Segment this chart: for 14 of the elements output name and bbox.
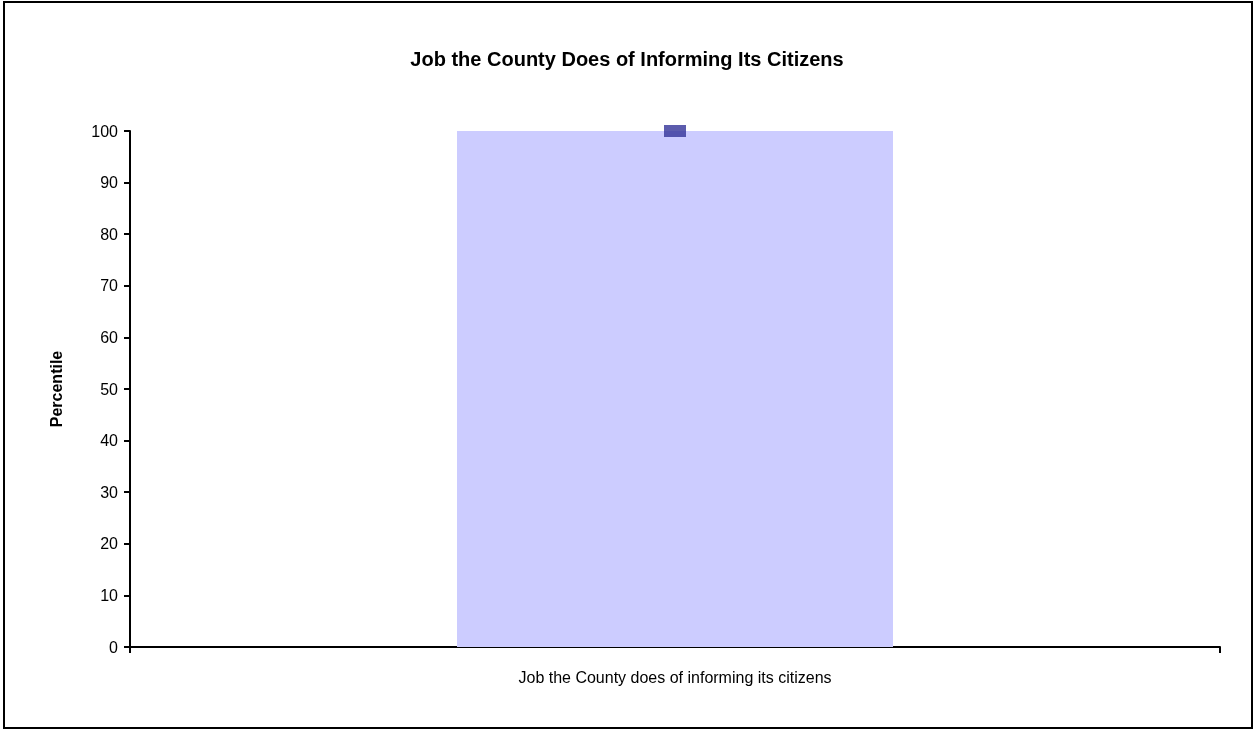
y-tick-label: 60	[100, 328, 119, 346]
y-tick-label: 80	[100, 225, 119, 243]
y-tick-label: 90	[100, 174, 119, 192]
chart-title: Job the County Does of Informing Its Citizens	[410, 48, 844, 70]
y-tick-label: 0	[109, 638, 119, 656]
x-tick-label: Job the County does of informing its citizens	[518, 668, 832, 686]
y-tick-label: 20	[100, 535, 119, 553]
y-tick-label: 10	[100, 586, 119, 604]
y-axis-title: Percentile	[47, 350, 65, 428]
y-tick-label: 70	[100, 277, 119, 295]
y-tick-label: 40	[100, 432, 119, 450]
y-tick-label: 30	[100, 483, 119, 501]
y-tick-label: 50	[100, 380, 119, 398]
y-tick-label: 100	[91, 122, 119, 140]
